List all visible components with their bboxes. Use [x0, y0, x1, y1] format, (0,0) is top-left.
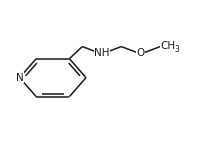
Text: NH: NH — [94, 48, 110, 58]
Text: O: O — [137, 48, 145, 58]
Text: CH: CH — [160, 41, 175, 51]
Text: 3: 3 — [175, 45, 180, 54]
Text: N: N — [16, 73, 23, 83]
